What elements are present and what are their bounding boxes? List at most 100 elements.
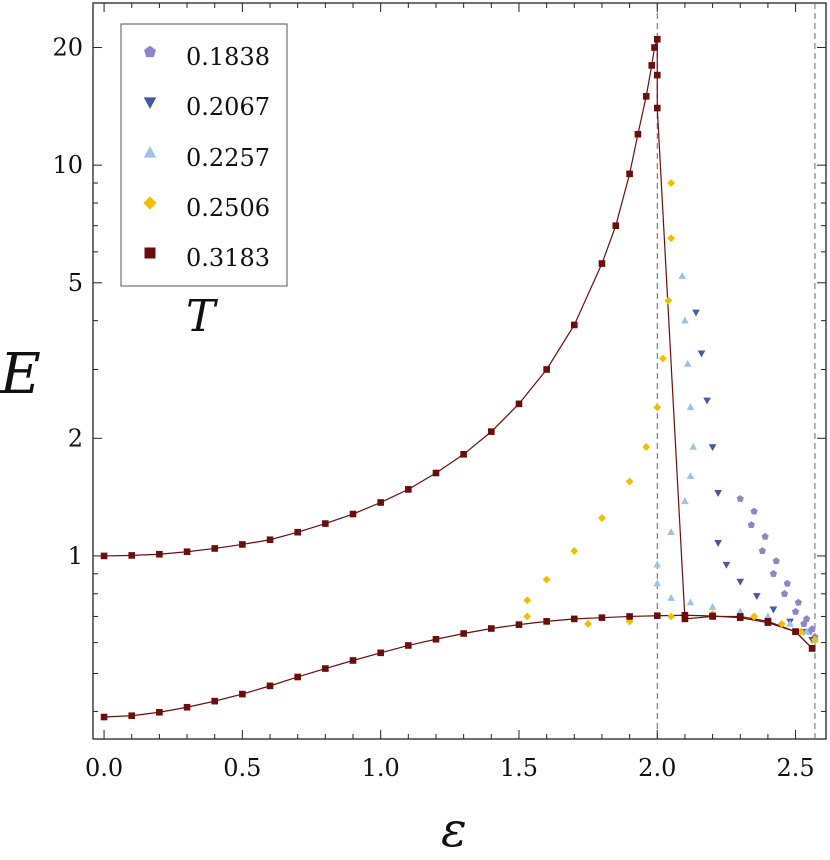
data-point [783, 579, 791, 587]
data-point [612, 222, 620, 229]
data-point [664, 296, 673, 305]
data-point [764, 619, 772, 626]
y-tick-label: 5 [68, 269, 83, 297]
y-axis-title: E [0, 342, 41, 407]
data-point [642, 93, 650, 100]
legend-entry-2: 0.2067 [186, 93, 270, 121]
data-point [322, 665, 329, 672]
data-point [653, 403, 662, 412]
data-point [349, 510, 357, 518]
data-point [642, 443, 651, 451]
data-point [488, 428, 495, 435]
data-point [377, 649, 384, 657]
data-point [750, 507, 758, 515]
data-point [689, 442, 698, 450]
legend-marker-pentagon-icon [143, 45, 157, 58]
x-tick-label: 2.5 [776, 754, 814, 782]
data-point [211, 697, 219, 705]
data-point [697, 350, 706, 358]
data-point [667, 593, 675, 601]
data-point [294, 673, 301, 681]
data-point [100, 552, 108, 560]
data-point [156, 550, 163, 558]
reference-lines [656, 3, 816, 739]
data-point [211, 545, 219, 552]
data-point [100, 713, 108, 721]
data-point [515, 621, 523, 628]
data-point [722, 561, 731, 569]
data-point [761, 532, 769, 540]
data-point [692, 309, 700, 317]
data-point [460, 630, 467, 637]
data-point [405, 642, 412, 649]
data-point [405, 486, 412, 493]
data-points [100, 35, 819, 721]
data-point [780, 589, 789, 597]
curve-line-2 [104, 614, 813, 718]
data-point [681, 615, 689, 623]
data-point [515, 400, 523, 408]
data-point [128, 552, 136, 559]
data-point [681, 497, 689, 505]
data-point [736, 614, 744, 621]
data-point [667, 528, 675, 536]
data-point [432, 469, 440, 477]
data-point [625, 477, 634, 486]
series-0.2257 [653, 272, 819, 643]
data-point [266, 536, 274, 544]
x-axis-title: ε [441, 802, 467, 858]
data-point [758, 547, 766, 554]
data-point [769, 570, 778, 577]
data-point [183, 548, 191, 556]
data-point [598, 260, 606, 267]
data-point [523, 612, 532, 621]
data-point [294, 528, 301, 536]
data-point [488, 625, 495, 632]
legend-markers [143, 45, 157, 259]
x-tick-label: 1.5 [500, 754, 538, 782]
x-tick-label: 2.0 [638, 754, 676, 782]
y-tick-label: 20 [52, 34, 83, 62]
data-point [570, 546, 579, 555]
data-point [626, 170, 633, 178]
data-point [708, 602, 717, 610]
data-point [678, 272, 686, 279]
data-point [736, 607, 745, 615]
data-point [653, 560, 662, 568]
legend-title: T [186, 291, 219, 342]
data-point [681, 611, 689, 619]
legend-marker-square-icon [144, 247, 156, 259]
data-point [542, 575, 551, 584]
data-point [432, 635, 440, 643]
data-point [810, 635, 819, 644]
data-point [653, 104, 661, 112]
data-point [156, 708, 163, 716]
legend-entry-1: 0.1838 [186, 43, 270, 71]
legend-marker-diamond-icon [143, 196, 157, 210]
series-0.3183 [100, 35, 816, 721]
data-point [322, 520, 329, 527]
data-point [597, 514, 606, 523]
x-tick-label: 1.0 [362, 754, 400, 782]
data-point [543, 366, 550, 373]
data-point [686, 598, 695, 606]
data-point [667, 179, 676, 187]
data-point [128, 712, 136, 720]
legend: 0.1838 0.2067 0.2257 0.2506 0.3183 [120, 23, 288, 287]
data-point [686, 403, 695, 411]
series-0.2067 [692, 309, 816, 644]
data-point [703, 397, 711, 405]
data-point [598, 614, 606, 621]
data-point [803, 615, 811, 622]
data-point [570, 321, 578, 329]
data-point [667, 234, 676, 243]
data-point [266, 682, 274, 690]
data-point [658, 354, 667, 363]
data-point [714, 540, 722, 547]
data-point [753, 593, 761, 601]
legend-marker-triangle-up-icon [143, 146, 157, 158]
data-point [653, 71, 661, 79]
data-point [792, 628, 799, 635]
data-point [653, 579, 662, 587]
data-point [651, 44, 658, 51]
